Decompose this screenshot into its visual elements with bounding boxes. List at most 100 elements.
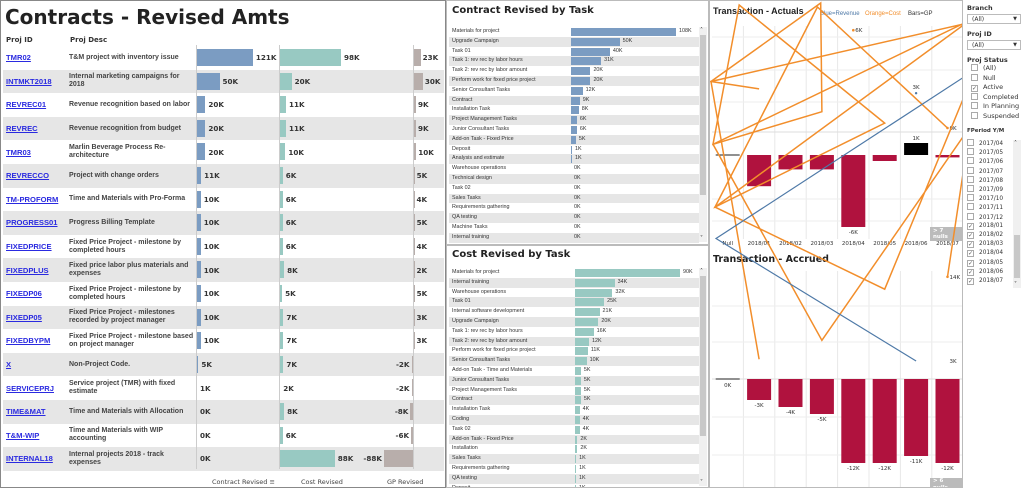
axis-contract-revised[interactable]: Contract Revised ≡: [212, 478, 275, 486]
list-item[interactable]: Add-on Task - Fixed Price 2K: [449, 434, 699, 445]
list-item[interactable]: Sales Tasks 0K: [449, 193, 699, 204]
task-bar[interactable]: [575, 269, 680, 277]
task-bar[interactable]: [575, 406, 580, 415]
list-item[interactable]: Internal training 0K: [449, 232, 699, 243]
contract-bar[interactable]: [196, 261, 201, 279]
task-bar[interactable]: [575, 288, 613, 297]
contract-bar[interactable]: [196, 72, 220, 90]
cost-bar[interactable]: [279, 49, 342, 66]
cost-bar[interactable]: [279, 119, 286, 137]
period-checkbox[interactable]: ✓ 2018/02: [967, 231, 1003, 241]
scroll-down-icon[interactable]: ˅: [700, 479, 703, 486]
checkbox-checked-icon[interactable]: ✓: [967, 232, 974, 239]
checkbox-icon[interactable]: [967, 175, 974, 183]
nulls-badge[interactable]: > 6 nulls: [930, 478, 962, 487]
task-bar[interactable]: [571, 145, 572, 154]
list-item[interactable]: Project Management Tasks 6K: [449, 115, 699, 125]
cost-bar[interactable]: [279, 450, 335, 468]
list-item[interactable]: Task 2: rev rec by labor amount 12K: [449, 336, 699, 347]
period-checkbox[interactable]: 2017/10: [967, 194, 1003, 204]
period-checkbox[interactable]: ✓ 2018/01: [967, 222, 1003, 232]
cost-bar[interactable]: [279, 285, 283, 302]
task-bar[interactable]: [575, 465, 577, 473]
list-item[interactable]: Materials for project 90K: [449, 268, 699, 278]
period-checkbox[interactable]: ✓ 2018/05: [967, 259, 1003, 269]
gp-bar[interactable]: [411, 426, 413, 444]
task-bar[interactable]: [571, 96, 580, 105]
proj-id-link[interactable]: TM-PROFORM: [6, 194, 59, 204]
cost-bar[interactable]: [279, 237, 283, 255]
status-checkbox[interactable]: Null: [971, 73, 996, 84]
proj-id-link[interactable]: PROGRESS01: [6, 218, 58, 228]
checkbox-checked-icon[interactable]: ✓: [967, 278, 974, 285]
task-bar[interactable]: [575, 386, 581, 395]
gp-bar[interactable]: [411, 379, 413, 397]
scroll-thumb[interactable]: [700, 276, 706, 436]
list-item[interactable]: Requirements gathering 0K: [449, 203, 699, 213]
task-bar[interactable]: [575, 376, 581, 385]
list-item[interactable]: Task 01 25K: [449, 297, 699, 308]
list-item[interactable]: Requirements gathering 1K: [449, 464, 699, 474]
scrollbar[interactable]: ˄ ˅: [699, 27, 707, 242]
proj-id-link[interactable]: INTERNAL18: [6, 454, 53, 464]
list-item[interactable]: Warehouse operations 32K: [449, 288, 699, 298]
checkbox-icon[interactable]: [967, 157, 974, 165]
list-item[interactable]: Task 1: rev rec by labor hours 31K: [449, 56, 699, 67]
list-item[interactable]: Internal software development 21K: [449, 307, 699, 317]
period-checkbox[interactable]: ✓ 2018/06: [967, 268, 1003, 278]
list-item[interactable]: Task 01 40K: [449, 47, 699, 57]
list-item[interactable]: Perform work for fixed price project 11K: [449, 346, 699, 356]
proj-id-link[interactable]: FIXEDPLUS: [6, 265, 49, 275]
accrued-chart[interactable]: 0K -3K -4K -5K -12K -12K -11K -12K 14K 3K: [710, 1, 963, 488]
task-bar[interactable]: [575, 425, 580, 434]
period-checkbox[interactable]: 2017/08: [967, 175, 1003, 186]
status-checkbox[interactable]: ✓ Active: [971, 83, 1003, 93]
task-bar[interactable]: [571, 116, 577, 125]
proj-id-link[interactable]: FIXEDBYPM: [6, 336, 51, 346]
task-bar[interactable]: [571, 126, 577, 134]
list-item[interactable]: Deposit 1K: [449, 484, 699, 487]
task-bar[interactable]: [575, 298, 605, 307]
scroll-up-icon[interactable]: ˄: [700, 27, 703, 34]
gp-bar[interactable]: [383, 450, 413, 468]
list-item[interactable]: QA testing 1K: [449, 473, 699, 484]
scroll-down-icon[interactable]: ˅: [700, 235, 703, 242]
cost-bar[interactable]: [279, 72, 292, 90]
contract-bar[interactable]: [196, 143, 206, 161]
contract-bar[interactable]: [196, 167, 202, 184]
header-proj-id[interactable]: Proj ID: [6, 36, 33, 44]
contract-bar[interactable]: [196, 308, 201, 326]
proj-id-link[interactable]: X: [6, 360, 12, 370]
task-bar[interactable]: [575, 347, 588, 356]
task-bar[interactable]: [571, 57, 602, 66]
proj-id-link[interactable]: T&M-WIP: [6, 430, 40, 440]
list-item[interactable]: Coding 4K: [449, 415, 699, 425]
scroll-thumb[interactable]: [1014, 235, 1020, 278]
proj-id-link[interactable]: INTMKT2018: [6, 76, 52, 86]
list-item[interactable]: Technical design 0K: [449, 174, 699, 184]
list-item[interactable]: Sales Tasks 1K: [449, 454, 699, 464]
contract-bar[interactable]: [196, 49, 253, 66]
task-bar[interactable]: [575, 435, 578, 444]
list-item[interactable]: Installation 2K: [449, 444, 699, 454]
checkbox-checked-icon[interactable]: ✓: [967, 259, 974, 267]
task-bar[interactable]: [571, 135, 576, 144]
period-checkbox[interactable]: 2017/09: [967, 185, 1003, 195]
task-bar[interactable]: [571, 37, 620, 46]
task-bar[interactable]: [575, 455, 577, 464]
checkbox-checked-icon[interactable]: ✓: [971, 85, 978, 93]
cost-bar[interactable]: [279, 403, 285, 420]
scroll-down-icon[interactable]: ˅: [1014, 281, 1017, 288]
sort-descending-icon[interactable]: ≡: [269, 478, 275, 486]
checkbox-checked-icon[interactable]: ✓: [967, 241, 974, 249]
checkbox-icon[interactable]: [967, 203, 974, 211]
proj-id-link[interactable]: REVREC01: [6, 100, 47, 110]
task-bar[interactable]: [571, 86, 583, 95]
cost-bar[interactable]: [279, 308, 284, 326]
period-checkbox[interactable]: 2017/07: [967, 166, 1003, 177]
contract-bar[interactable]: [196, 190, 201, 208]
list-item[interactable]: Contract 5K: [449, 395, 699, 406]
cost-bar[interactable]: [279, 214, 283, 232]
gp-bar[interactable]: [413, 119, 416, 137]
gp-bar[interactable]: [413, 143, 417, 161]
